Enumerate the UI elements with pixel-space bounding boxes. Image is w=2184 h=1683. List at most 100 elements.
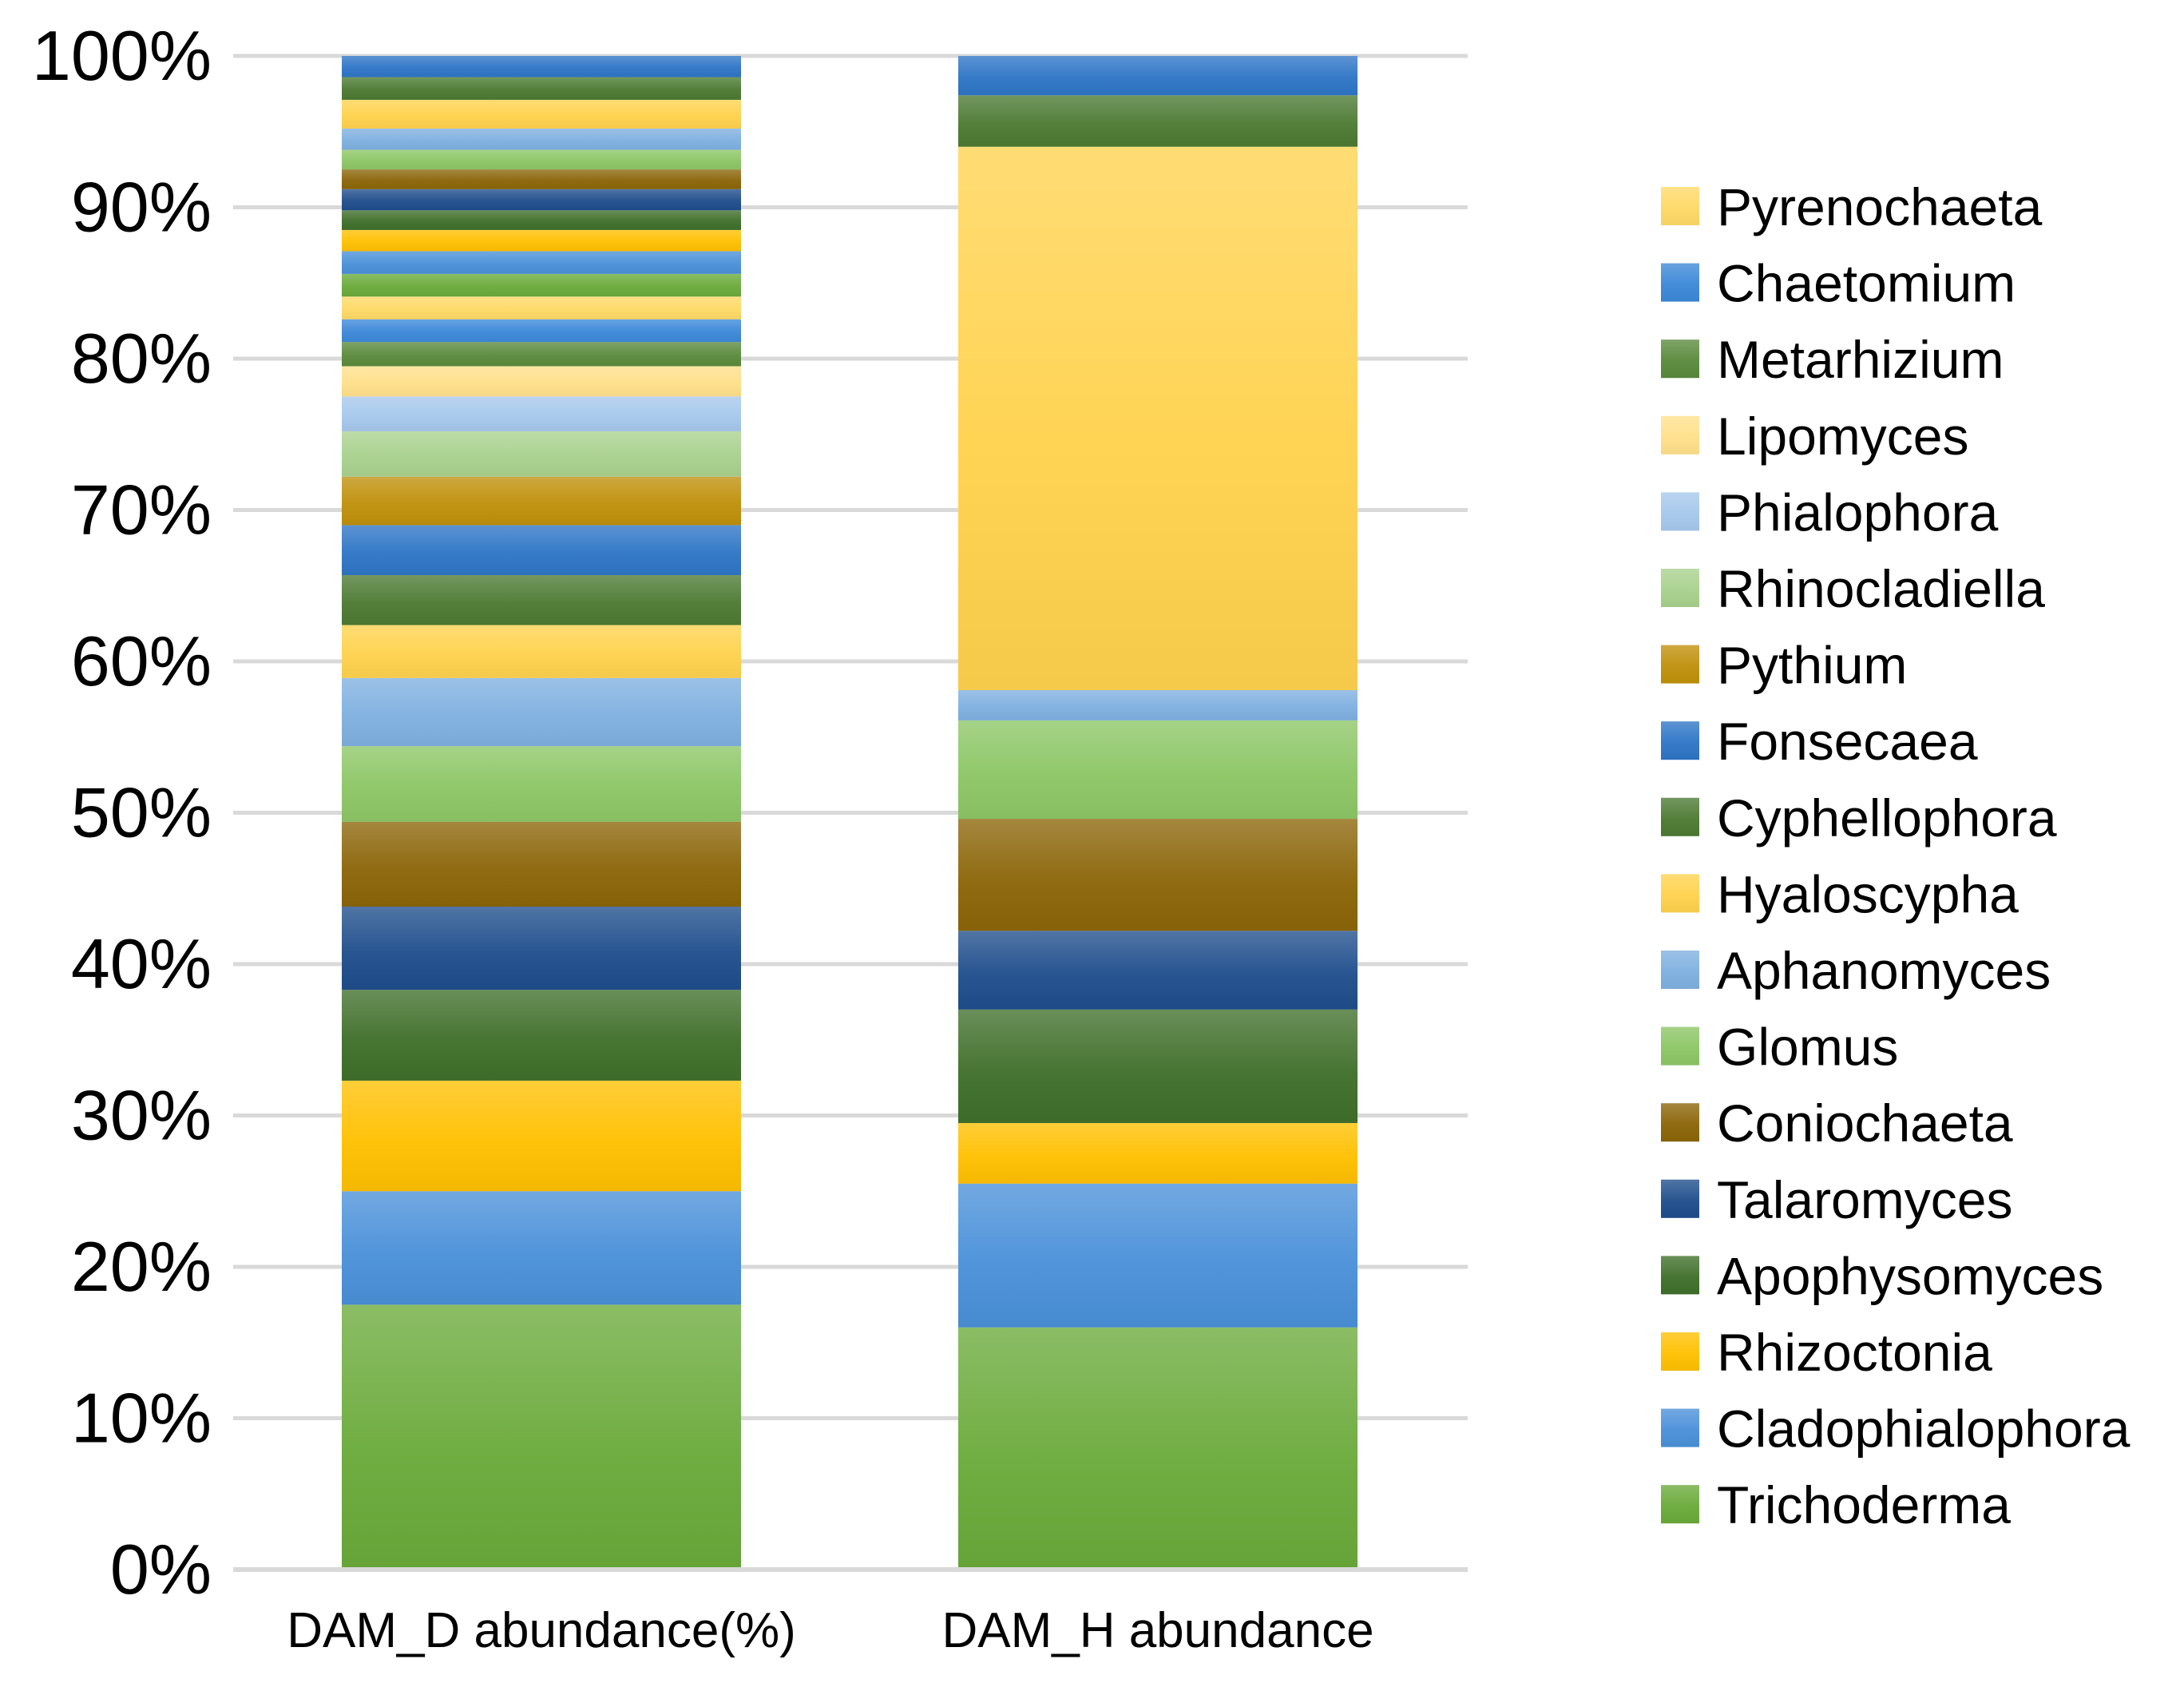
legend-item: Rhizoctonia [1661, 1323, 1992, 1382]
bar-segment-shade [342, 1080, 741, 1192]
legend-label: Aphanomyces [1717, 941, 2051, 1000]
legend-label: Glomus [1717, 1018, 1898, 1077]
bar-segment-shade [958, 1183, 1358, 1328]
legend-label: Rhinocladiella [1717, 559, 2045, 618]
y-tick-label: 0% [110, 1530, 212, 1609]
legend-label: Rhizoctonia [1717, 1323, 1992, 1382]
legend-item: Pyrenochaeta [1661, 177, 2043, 236]
bar-segment-shade [958, 146, 1358, 691]
bar-segment-shade [342, 149, 741, 170]
bars [342, 56, 1358, 1570]
legend-label: Cladophialophora [1717, 1399, 2130, 1459]
legend-item: Pythium [1661, 636, 1907, 695]
legend-swatch-shade [1661, 1256, 1699, 1295]
legend-swatch-shade [1661, 1179, 1699, 1218]
legend-swatch-shade [1661, 645, 1699, 684]
legend-item: Talaromyces [1661, 1170, 2012, 1229]
legend-item: Rhinocladiella [1661, 559, 2045, 618]
legend-label: Phialophora [1717, 482, 1999, 542]
bar-segment-shade [342, 366, 741, 397]
bar-segment-shade [342, 56, 741, 77]
bar-segment-shade [342, 574, 741, 625]
legend-swatch-shade [1661, 1485, 1699, 1524]
legend-label: Cyphellophora [1717, 788, 2057, 847]
bar-segment-shade [958, 931, 1358, 1010]
legend-swatch-shade [1661, 797, 1699, 836]
bar-segment-shade [342, 128, 741, 150]
bar-segment-shade [342, 342, 741, 367]
legend-label: Lipomyces [1717, 407, 1968, 466]
bar-segment-shade [342, 476, 741, 526]
bar-segment-shade [342, 189, 741, 211]
legend-item: Chaetomium [1661, 254, 2016, 313]
bar-segment-shade [342, 210, 741, 230]
bar-segment-shade [342, 251, 741, 274]
bar-segment-shade [342, 677, 741, 747]
legend-label: Coniochaeta [1717, 1094, 2013, 1153]
bar-segment-shade [342, 525, 741, 575]
bar-2 [958, 56, 1358, 1570]
legend-swatch-shade [1661, 415, 1699, 454]
bar-segment-shade [342, 229, 741, 252]
legend-swatch-shade [1661, 721, 1699, 760]
legend-swatch-shade [1661, 339, 1699, 379]
y-tick-label: 20% [71, 1227, 212, 1306]
bar-segment-shade [342, 77, 741, 100]
bar-1 [342, 56, 741, 1570]
y-tick-label: 80% [71, 319, 212, 398]
legend-swatch-shade [1661, 1332, 1699, 1371]
y-tick-label: 90% [71, 168, 212, 247]
legend-swatch-shade [1661, 187, 1699, 225]
legend-label: Talaromyces [1717, 1170, 2012, 1229]
bar-segment-shade [342, 431, 741, 477]
legend-swatch-shade [1661, 263, 1699, 302]
legend-swatch-shade [1661, 1026, 1699, 1066]
legend-item: Metarhizium [1661, 330, 2004, 389]
legend-label: Fonsecaea [1717, 712, 1978, 771]
legend-swatch-shade [1661, 951, 1699, 989]
legend-item: Glomus [1661, 1018, 1898, 1077]
bar-segment-shade [342, 1191, 741, 1305]
bar-segment-shade [342, 1304, 741, 1570]
legend-item: Aphanomyces [1661, 941, 2051, 1000]
y-tick-label: 40% [71, 924, 212, 1003]
legend-swatch-shade [1661, 492, 1699, 531]
bar-segment-shade [342, 625, 741, 678]
legend-swatch-shade [1661, 1103, 1699, 1142]
bar-segment-shade [342, 169, 741, 189]
bar-segment-shade [958, 1327, 1358, 1570]
legend-label: Hyaloscypha [1717, 864, 2019, 923]
legend-item: Fonsecaea [1661, 712, 1978, 771]
bar-segment-shade [958, 819, 1358, 931]
bar-segment-shade [958, 56, 1358, 96]
legend-item: Coniochaeta [1661, 1094, 2013, 1153]
x-category-label: DAM_H abundance [941, 1603, 1373, 1658]
y-tick-label: 50% [71, 773, 212, 852]
legend-label: Metarhizium [1717, 330, 2004, 389]
legend-swatch-shade [1661, 874, 1699, 913]
x-category-label: DAM_D abundance(%) [287, 1603, 796, 1658]
legend-item: Cyphellophora [1661, 788, 2057, 847]
y-tick-label: 10% [71, 1379, 212, 1458]
y-tick-label: 70% [71, 470, 212, 550]
legend-item: Apophysomyces [1661, 1246, 2103, 1305]
bar-segment-shade [342, 273, 741, 297]
bar-segment-shade [958, 720, 1358, 820]
legend: Pyrenochaeta Chaetomium Metarhizium Lipomyc… [1661, 177, 2130, 1534]
y-tick-label: 30% [71, 1076, 212, 1155]
bar-segment-shade [342, 99, 741, 129]
bar-segment-shade [342, 906, 741, 990]
bar-segment-shade [958, 1122, 1358, 1184]
y-tick-label: 60% [71, 621, 212, 701]
legend-swatch-shade [1661, 569, 1699, 607]
legend-label: Apophysomyces [1717, 1246, 2103, 1305]
legend-label: Pyrenochaeta [1717, 177, 2043, 236]
legend-label: Pythium [1717, 636, 1907, 695]
bar-segment-shade [958, 95, 1358, 147]
legend-item: Cladophialophora [1661, 1399, 2130, 1459]
bar-segment-shade [342, 296, 741, 320]
legend-item: Hyaloscypha [1661, 864, 2019, 923]
legend-item: Trichoderma [1661, 1475, 2011, 1534]
